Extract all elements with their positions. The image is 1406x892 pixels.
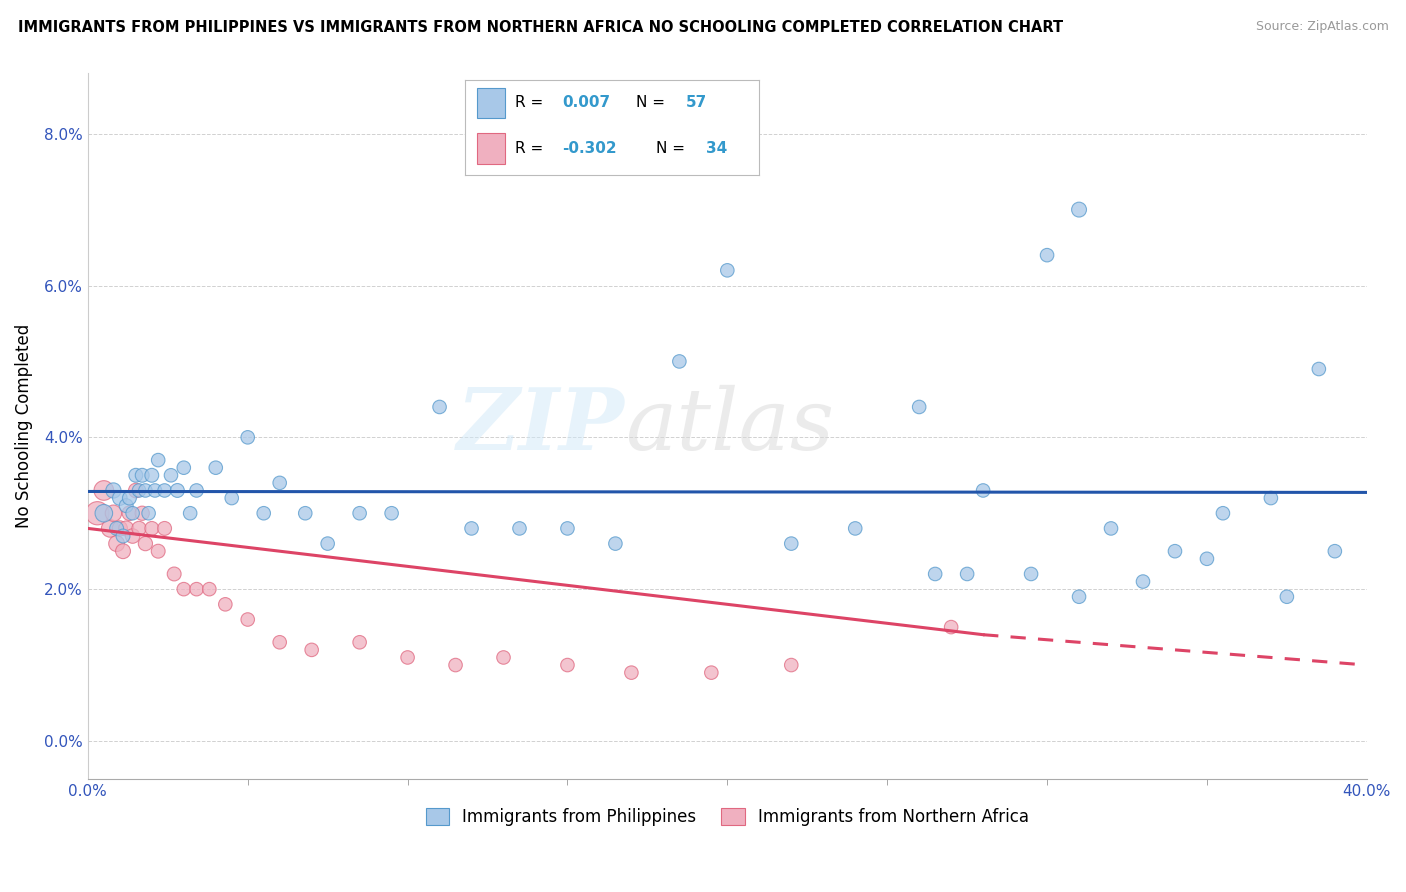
Point [105, 521, 128, 535]
Point [141, 521, 163, 535]
Point [956, 566, 979, 581]
Point [316, 536, 339, 550]
Point [115, 499, 138, 513]
Point [118, 491, 141, 505]
Point [179, 506, 201, 520]
Point [186, 483, 208, 498]
Point [134, 483, 156, 498]
Point [349, 506, 371, 520]
Point [620, 665, 643, 680]
Text: Source: ZipAtlas.com: Source: ZipAtlas.com [1256, 20, 1389, 33]
Point [131, 506, 153, 520]
Point [269, 635, 291, 649]
Point [700, 665, 723, 680]
Point [160, 468, 183, 483]
Point [557, 658, 579, 673]
Point [460, 521, 482, 535]
Point [780, 658, 803, 673]
Point [1019, 566, 1042, 581]
Point [1164, 544, 1187, 558]
Legend: Immigrants from Philippines, Immigrants from Northern Africa: Immigrants from Philippines, Immigrants … [418, 799, 1038, 834]
Point [134, 536, 156, 550]
Point [1036, 248, 1059, 262]
Point [301, 643, 323, 657]
Point [204, 460, 226, 475]
Point [716, 263, 738, 277]
Text: IMMIGRANTS FROM PHILIPPINES VS IMMIGRANTS FROM NORTHERN AFRICA NO SCHOOLING COMP: IMMIGRANTS FROM PHILIPPINES VS IMMIGRANT… [18, 20, 1063, 35]
Point [508, 521, 530, 535]
Point [118, 506, 141, 520]
Point [236, 613, 259, 627]
Point [93, 483, 115, 498]
Point [1099, 521, 1122, 535]
Point [214, 598, 236, 612]
Point [121, 506, 143, 520]
Point [86, 506, 108, 520]
Point [105, 536, 128, 550]
Point [1212, 506, 1234, 520]
Point [1067, 202, 1090, 217]
Point [153, 483, 176, 498]
Point [253, 506, 276, 520]
Point [138, 506, 160, 520]
Point [492, 650, 515, 665]
Point [148, 544, 170, 558]
Point [908, 400, 931, 414]
Point [131, 468, 153, 483]
Point [153, 521, 176, 535]
Point [668, 354, 690, 368]
Point [396, 650, 419, 665]
Point [111, 529, 134, 543]
Point [125, 483, 148, 498]
Point [605, 536, 627, 550]
Point [294, 506, 316, 520]
Point [115, 521, 138, 535]
Point [444, 658, 467, 673]
Point [780, 536, 803, 550]
Point [429, 400, 451, 414]
Point [186, 582, 208, 596]
Text: atlas: atlas [626, 384, 834, 467]
Point [128, 483, 150, 498]
Point [108, 521, 131, 535]
Point [349, 635, 371, 649]
Point [924, 566, 946, 581]
Point [163, 566, 186, 581]
Point [141, 468, 163, 483]
Point [972, 483, 994, 498]
Point [269, 475, 291, 490]
Point [108, 491, 131, 505]
Point [173, 460, 195, 475]
Point [1067, 590, 1090, 604]
Text: ZIP: ZIP [457, 384, 626, 467]
Y-axis label: No Schooling Completed: No Schooling Completed [15, 324, 32, 528]
Point [166, 483, 188, 498]
Point [1323, 544, 1346, 558]
Point [98, 521, 121, 535]
Point [103, 506, 125, 520]
Point [128, 521, 150, 535]
Point [148, 453, 170, 467]
Point [173, 582, 195, 596]
Point [143, 483, 166, 498]
Point [103, 483, 125, 498]
Point [557, 521, 579, 535]
Point [198, 582, 221, 596]
Point [1132, 574, 1154, 589]
Point [1195, 551, 1218, 566]
Point [93, 506, 115, 520]
Point [221, 491, 243, 505]
Point [125, 468, 148, 483]
Point [939, 620, 962, 634]
Point [1260, 491, 1282, 505]
Point [236, 430, 259, 444]
Point [1275, 590, 1298, 604]
Point [844, 521, 866, 535]
Point [121, 529, 143, 543]
Point [111, 544, 134, 558]
Point [1308, 362, 1330, 376]
Point [381, 506, 404, 520]
